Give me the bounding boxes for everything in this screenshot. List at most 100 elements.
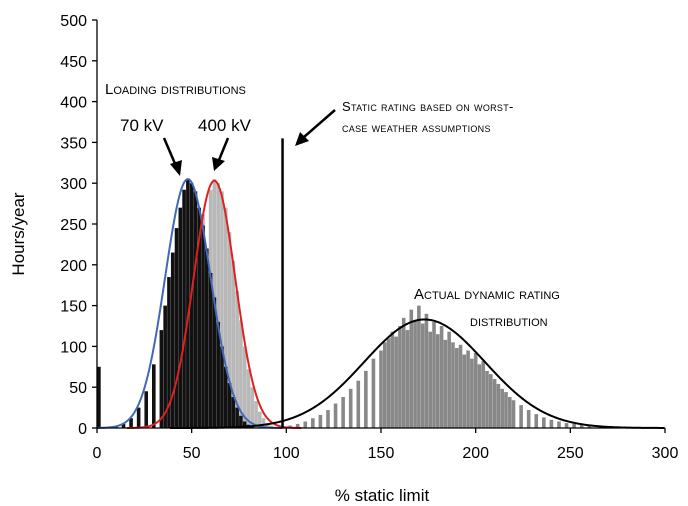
histogram-bar xyxy=(420,323,425,428)
y-tick-label: 100 xyxy=(60,339,87,356)
arrow-400kv-head xyxy=(212,157,225,171)
loading-distributions-label: Loading distributions xyxy=(105,81,246,98)
y-tick-label: 250 xyxy=(60,217,87,234)
histogram-bar xyxy=(341,396,345,428)
histogram-bars xyxy=(97,179,664,428)
histogram-bar xyxy=(235,407,239,428)
histogram-bar xyxy=(579,424,584,428)
histogram-bar xyxy=(208,272,213,428)
histogram-bar xyxy=(201,225,205,428)
kv70-label: 70 kV xyxy=(120,116,164,135)
histogram-bar xyxy=(500,388,504,428)
histogram-bar xyxy=(542,417,546,428)
histogram-bar xyxy=(587,425,592,428)
histogram-bar xyxy=(526,410,531,428)
y-tick-label: 350 xyxy=(60,135,87,152)
histogram-bar xyxy=(174,228,179,428)
histogram-bar xyxy=(504,392,508,428)
arrow-70kv-shaft xyxy=(162,137,178,167)
x-tick-label: 100 xyxy=(273,445,300,462)
histogram-bar xyxy=(447,331,451,428)
histogram-bar xyxy=(235,290,239,428)
y-tick-label: 50 xyxy=(69,380,87,397)
arrow-400kv-shaft xyxy=(217,137,230,161)
histogram-bar xyxy=(409,309,414,428)
x-axis-title: % static limit xyxy=(335,486,430,505)
histogram-bar xyxy=(193,191,198,428)
histogram-bar xyxy=(379,350,383,428)
histogram-bar xyxy=(220,346,224,428)
histogram-bar xyxy=(443,339,448,428)
histogram-bar xyxy=(424,313,429,428)
histogram-bar xyxy=(246,369,251,428)
histogram-bar xyxy=(466,350,470,428)
histogram-bar xyxy=(477,364,482,428)
histogram-bar xyxy=(473,352,478,428)
histogram-bar xyxy=(432,321,436,428)
fit-curve-dynamic-rating xyxy=(170,318,665,429)
fit-curve-70kv xyxy=(96,178,283,429)
histogram-bar xyxy=(265,423,270,428)
dynamic-rating-label-line1: Actual dynamic rating xyxy=(414,286,560,303)
histogram-bar xyxy=(496,383,501,428)
histogram-bar xyxy=(136,407,141,428)
x-tick-label: 50 xyxy=(183,445,201,462)
arrow-70kv-head xyxy=(170,160,182,176)
histogram-bar xyxy=(129,418,133,428)
histogram-bar xyxy=(182,189,186,428)
fit-curves xyxy=(96,178,665,429)
histogram-bar xyxy=(417,305,421,428)
y-tick-label: 0 xyxy=(78,421,87,438)
histogram-bar xyxy=(318,414,323,428)
axes: 0 50 100 150 200 250 300 350 400 450 500 0 50 100 150 2… xyxy=(60,13,678,462)
histogram-bar xyxy=(167,277,171,428)
x-tick-label: 0 xyxy=(93,445,102,462)
y-tick-label: 300 xyxy=(60,176,87,193)
histogram-bar xyxy=(386,338,391,428)
y-tick-label: 500 xyxy=(60,13,87,30)
histogram-bar xyxy=(451,342,455,428)
histogram-bar xyxy=(250,426,255,428)
histogram-bar xyxy=(371,358,376,428)
histogram-bar xyxy=(227,383,232,428)
histogram-bar xyxy=(227,232,232,428)
static-rating-label-line1: Static rating based on worst- xyxy=(342,99,514,114)
histogram-bar xyxy=(356,380,361,428)
histogram-bar xyxy=(549,419,554,428)
histogram-bar xyxy=(242,346,247,428)
histogram-bar xyxy=(170,252,175,428)
histogram-bar xyxy=(205,248,209,428)
histogram-bar xyxy=(364,370,368,428)
y-axis-title: Hours/year xyxy=(9,192,28,275)
histogram-bar xyxy=(401,317,406,428)
histogram-bar xyxy=(511,400,516,428)
arrow-static-shaft xyxy=(303,109,336,138)
histogram-bar xyxy=(564,423,569,428)
histogram-bar xyxy=(390,331,395,428)
histogram-bar xyxy=(326,410,330,428)
histogram-bar xyxy=(405,330,410,428)
histogram-bar xyxy=(216,321,220,428)
arrow-static-head xyxy=(295,132,309,146)
histogram-bar xyxy=(470,358,474,428)
histogram-bar xyxy=(152,364,156,428)
histogram-bar xyxy=(492,379,497,428)
static-rating-label-line2: case weather assumptions xyxy=(342,120,491,135)
histogram-bar xyxy=(428,331,433,428)
histogram-bar xyxy=(186,179,190,428)
histogram-bar xyxy=(481,361,486,428)
histogram-bar xyxy=(239,415,243,428)
histogram-bar xyxy=(382,342,387,428)
histogram-bar xyxy=(436,334,440,428)
histogram-bar xyxy=(348,388,353,428)
histogram-bar xyxy=(489,374,493,428)
dynamic-rating-label-line2: distribution xyxy=(470,313,548,330)
histogram-bar xyxy=(258,411,262,428)
histogram-bar xyxy=(144,391,149,428)
histogram-bar xyxy=(534,414,539,428)
kv400-label: 400 kV xyxy=(198,116,252,135)
histogram-bar xyxy=(220,191,224,428)
histogram-bar xyxy=(311,418,315,428)
histogram-bar xyxy=(439,326,444,428)
